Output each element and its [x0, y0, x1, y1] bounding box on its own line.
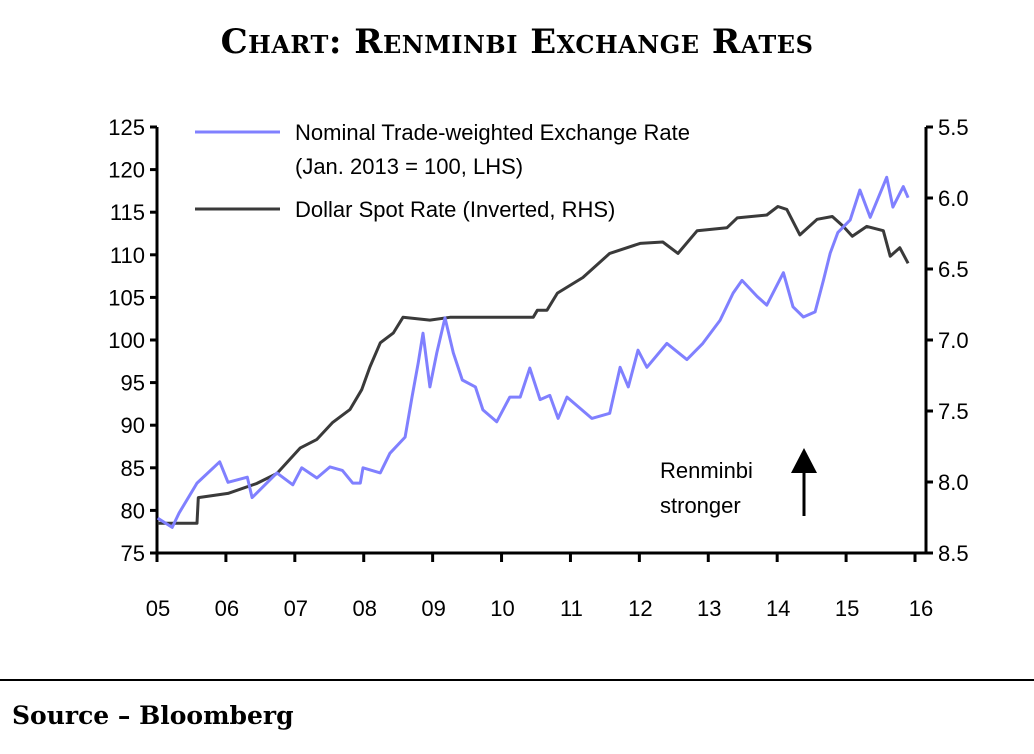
legend-label-dollar-spot: Dollar Spot Rate (Inverted, RHS)	[295, 197, 615, 222]
x-tick-label: 12	[628, 596, 652, 621]
right-tick-label: 6.0	[938, 186, 969, 211]
x-tick-label: 13	[697, 596, 721, 621]
chart-title: Chart: Renminbi Exchange Rates	[220, 22, 814, 62]
x-tick-label: 11	[560, 596, 583, 621]
legend: Nominal Trade-weighted Exchange Rate (Ja…	[195, 120, 690, 222]
annotation-line2: stronger	[660, 493, 741, 518]
left-tick-label: 75	[121, 541, 145, 566]
right-tick-label: 8.5	[938, 541, 969, 566]
left-tick-label: 95	[121, 371, 145, 396]
left-tick-label: 105	[108, 285, 145, 310]
series-line-trade-weighted	[156, 175, 910, 529]
right-tick-label: 7.0	[938, 328, 969, 353]
x-tick-label: 16	[909, 596, 933, 621]
series-line-dollar-spot	[157, 205, 910, 525]
left-tick-label: 110	[110, 243, 145, 268]
left-tick-label: 85	[121, 456, 145, 481]
legend-label-trade-weighted: Nominal Trade-weighted Exchange Rate	[295, 120, 690, 145]
up-arrow-icon	[791, 448, 817, 473]
right-tick-label: 6.5	[938, 257, 969, 282]
left-tick-label: 80	[121, 498, 145, 523]
left-tick-label: 115	[110, 200, 145, 225]
x-tick-label: 09	[421, 596, 445, 621]
x-tick-label: 10	[490, 596, 514, 621]
x-tick-label: 07	[284, 596, 308, 621]
annotation: Renminbi stronger	[660, 448, 817, 518]
right-tick-label: 7.5	[938, 399, 969, 424]
x-tick-label: 06	[215, 596, 239, 621]
source-note: Source – Bloomberg	[12, 701, 294, 730]
divider	[0, 679, 1034, 681]
x-tick-label: 15	[835, 596, 859, 621]
left-tick-label: 100	[108, 328, 145, 353]
left-tick-label: 125	[108, 115, 145, 140]
right-tick-label: 8.0	[938, 470, 969, 495]
x-tick-label: 05	[146, 596, 170, 621]
x-tick-label: 08	[352, 596, 376, 621]
x-tick-label: 14	[766, 596, 790, 621]
annotation-line1: Renminbi	[660, 458, 753, 483]
left-tick-label: 90	[121, 413, 145, 438]
legend-label-trade-weighted-note: (Jan. 2013 = 100, LHS)	[295, 154, 523, 179]
right-tick-label: 5.5	[938, 115, 969, 140]
left-tick-label: 120	[108, 158, 145, 183]
